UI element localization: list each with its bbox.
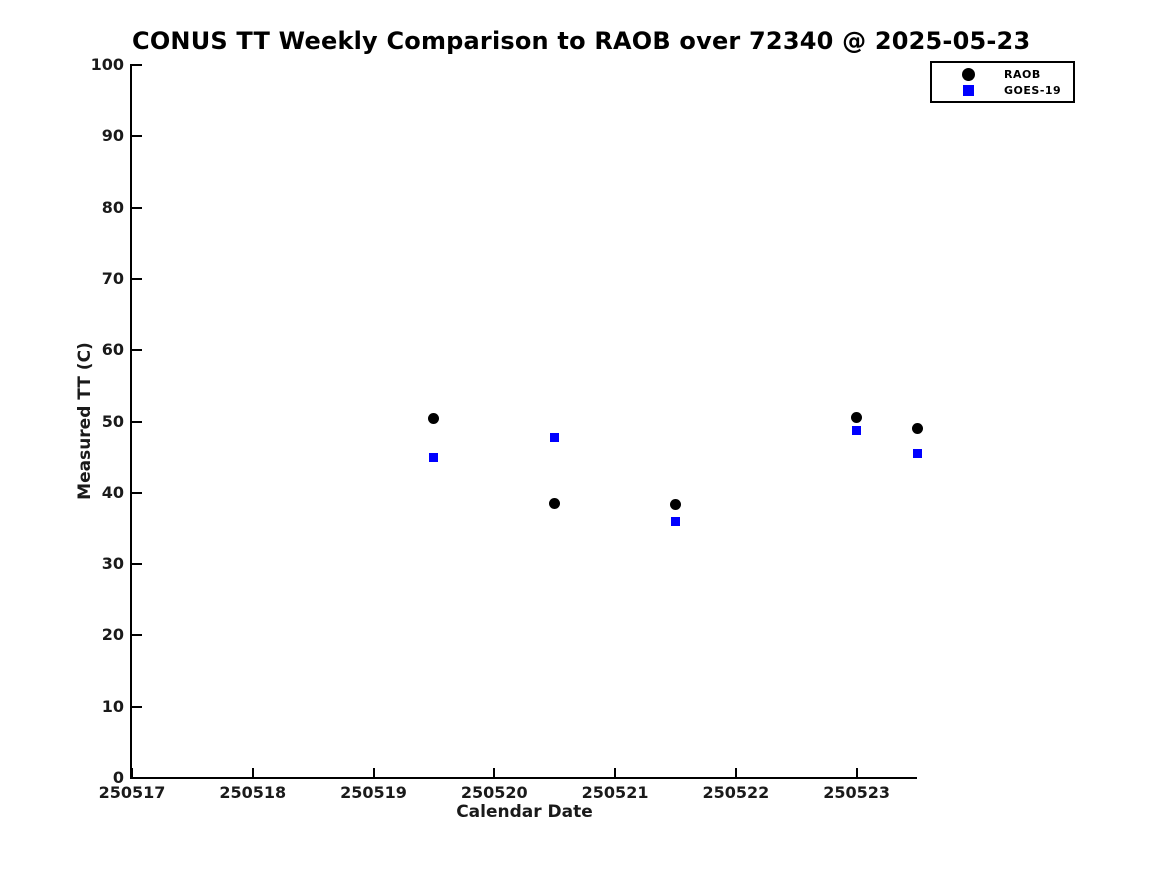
y-tick-mark-50 — [132, 420, 142, 423]
x-tick-label-250520: 250520 — [460, 783, 528, 802]
y-tick-label-80: 80 — [101, 197, 124, 217]
raob-point — [851, 412, 863, 424]
legend-label-raob: RAOB — [1004, 67, 1041, 81]
goes-19-point — [429, 453, 439, 463]
y-axis-spine — [130, 64, 132, 778]
legend-label-goes19: GOES-19 — [1004, 83, 1062, 97]
x-tick-mark-250521 — [614, 768, 617, 778]
y-tick-mark-0 — [132, 777, 142, 779]
legend-item-raob: RAOB — [932, 66, 1073, 82]
goes-19-point — [912, 449, 922, 459]
x-axis-spine — [130, 777, 917, 779]
y-tick-label-70: 70 — [101, 268, 124, 288]
x-tick-label-250521: 250521 — [581, 783, 649, 802]
x-tick-mark-250520 — [493, 768, 496, 778]
y-tick-mark-60 — [132, 349, 142, 352]
y-tick-label-60: 60 — [101, 340, 124, 360]
x-tick-mark-250522 — [734, 768, 737, 778]
x-tick-label-250523: 250523 — [823, 783, 890, 802]
y-tick-label-20: 20 — [101, 625, 124, 645]
goes-19-point — [550, 433, 560, 443]
y-tick-label-10: 10 — [101, 696, 124, 716]
y-tick-label-30: 30 — [101, 554, 124, 574]
y-tick-mark-10 — [132, 705, 142, 708]
legend-marker-cell — [958, 67, 978, 81]
x-tick-mark-250523 — [855, 768, 858, 778]
raob-point — [911, 423, 923, 435]
y-axis-label: Measured TT (C) — [75, 342, 95, 500]
x-tick-mark-250518 — [251, 768, 254, 778]
y-tick-label-0: 0 — [112, 768, 124, 787]
legend-item-goes19: GOES-19 — [932, 82, 1073, 98]
x-tick-mark-250519 — [372, 768, 375, 778]
y-tick-label-90: 90 — [101, 126, 124, 146]
x-tick-label-250519: 250519 — [340, 783, 407, 802]
raob-point — [428, 413, 440, 425]
y-tick-label-50: 50 — [101, 411, 124, 431]
chart-title: CONUS TT Weekly Comparison to RAOB over … — [132, 27, 1031, 55]
legend-marker-cell — [958, 84, 978, 96]
legend: RAOB GOES-19 — [930, 61, 1075, 103]
raob-point — [549, 497, 561, 509]
y-tick-mark-90 — [132, 135, 142, 138]
x-tick-label-250522: 250522 — [702, 783, 770, 802]
y-tick-label-40: 40 — [101, 482, 124, 502]
x-tick-mark-250517 — [131, 768, 133, 778]
goes-19-point — [670, 516, 680, 526]
raob-circle-marker-icon — [961, 67, 975, 81]
x-tick-label-250518: 250518 — [219, 783, 287, 802]
y-tick-mark-80 — [132, 206, 142, 209]
x-axis-label: Calendar Date — [456, 802, 593, 822]
y-tick-mark-30 — [132, 563, 142, 566]
x-tick-label-250517: 250517 — [98, 783, 166, 802]
y-tick-mark-100 — [132, 64, 142, 66]
y-tick-mark-40 — [132, 491, 142, 494]
goes19-square-marker-icon — [962, 84, 974, 96]
y-tick-mark-20 — [132, 634, 142, 637]
raob-point — [669, 499, 681, 511]
y-tick-label-100: 100 — [90, 55, 124, 74]
y-tick-mark-70 — [132, 277, 142, 280]
goes-19-point — [852, 426, 862, 436]
